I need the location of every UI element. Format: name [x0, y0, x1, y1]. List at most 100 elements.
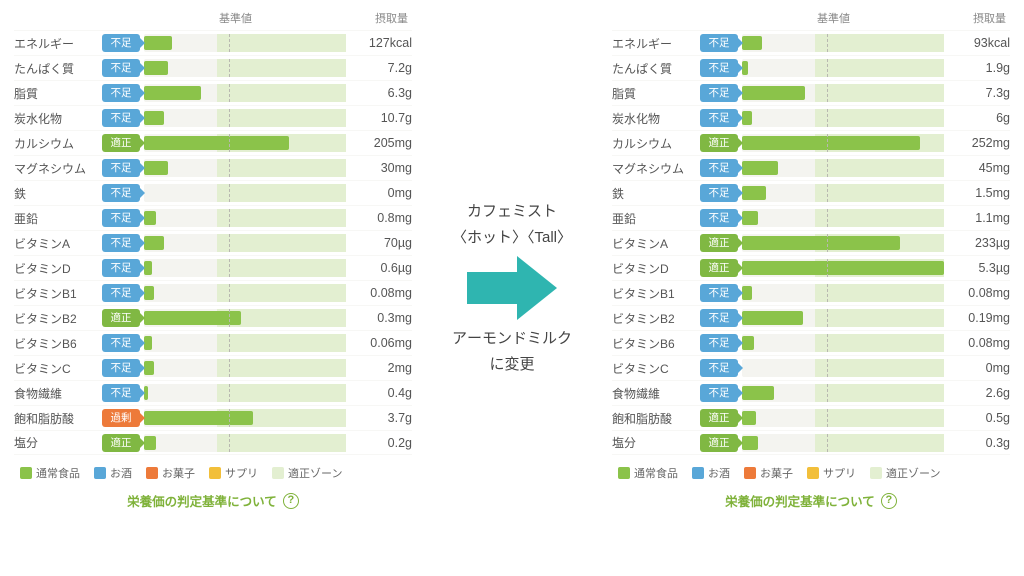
status-badge: 不足 [102, 34, 140, 52]
legend-item: お菓子 [744, 465, 793, 481]
intake-amount: 10.7g [346, 111, 412, 125]
nutrient-name: ビタミンB6 [612, 335, 700, 352]
nutrient-name: カルシウム [14, 135, 102, 152]
intake-amount: 1.1mg [944, 211, 1010, 225]
intake-amount: 127kcal [346, 36, 412, 50]
nutrient-row: 鉄不足0mg [14, 180, 412, 205]
legend-swatch [807, 467, 819, 479]
bar [742, 334, 944, 352]
status-badge: 不足 [102, 184, 140, 202]
legend-label: お菓子 [760, 465, 793, 481]
status-badge: 適正 [102, 309, 140, 327]
legend-item: 適正ゾーン [272, 465, 342, 481]
nutrient-row: 食物繊維不足2.6g [612, 380, 1010, 405]
nutrient-row: ビタミンB6不足0.08mg [612, 330, 1010, 355]
legend-swatch [20, 467, 32, 479]
status-badge: 不足 [700, 284, 738, 302]
legend-item: 適正ゾーン [870, 465, 940, 481]
status-badge: 不足 [700, 359, 738, 377]
left-panel: 基準値 摂取量 エネルギー不足127kcalたんぱく質不足7.2g脂質不足6.3… [0, 0, 426, 576]
bar [144, 309, 346, 327]
legend-label: 適正ゾーン [288, 465, 342, 481]
bar [144, 134, 346, 152]
legend-item: お酒 [692, 465, 730, 481]
status-badge: 不足 [700, 159, 738, 177]
status-badge: 不足 [700, 184, 738, 202]
nutrient-name: ビタミンA [14, 235, 102, 252]
status-badge: 不足 [700, 59, 738, 77]
panel-header: 基準値 摂取量 [14, 10, 412, 30]
header-amount: 摂取量 [973, 10, 1006, 26]
legend-item: 通常食品 [618, 465, 678, 481]
intake-amount: 0mg [944, 361, 1010, 375]
nutrient-name: マグネシウム [14, 160, 102, 177]
legend-swatch [146, 467, 158, 479]
layout: 基準値 摂取量 エネルギー不足127kcalたんぱく質不足7.2g脂質不足6.3… [0, 0, 1024, 576]
bar [742, 284, 944, 302]
legend-item: 通常食品 [20, 465, 80, 481]
legend-label: お酒 [708, 465, 730, 481]
header-ref: 基準値 [817, 10, 850, 26]
status-badge: 不足 [102, 84, 140, 102]
bar [144, 59, 346, 77]
legend-swatch [272, 467, 284, 479]
help-icon: ? [283, 493, 299, 509]
nutrient-row: 亜鉛不足1.1mg [612, 205, 1010, 230]
nutrient-row: ビタミンD不足0.6µg [14, 255, 412, 280]
status-badge: 適正 [700, 134, 738, 152]
nutrient-row: エネルギー不足127kcal [14, 30, 412, 55]
bar [144, 159, 346, 177]
header-amount: 摂取量 [375, 10, 408, 26]
intake-amount: 0.3mg [346, 311, 412, 325]
intake-amount: 0.06mg [346, 336, 412, 350]
legend-label: お菓子 [162, 465, 195, 481]
nutrient-name: ビタミンB1 [612, 285, 700, 302]
legend-swatch [870, 467, 882, 479]
intake-amount: 2mg [346, 361, 412, 375]
intake-amount: 1.9g [944, 61, 1010, 75]
nutrient-name: エネルギー [612, 35, 700, 52]
center-caption-2: アーモンドミルク に変更 [452, 326, 572, 377]
nutrient-row: 飽和脂肪酸過剰3.7g [14, 405, 412, 430]
nutrient-row: ビタミンA不足70µg [14, 230, 412, 255]
legend-label: お酒 [110, 465, 132, 481]
legend-label: サプリ [225, 465, 258, 481]
bar [742, 359, 944, 377]
intake-amount: 93kcal [944, 36, 1010, 50]
legend-swatch [94, 467, 106, 479]
intake-amount: 0.8mg [346, 211, 412, 225]
legend-item: お酒 [94, 465, 132, 481]
bar [742, 109, 944, 127]
panel-header: 基準値 摂取量 [612, 10, 1010, 30]
bar [742, 384, 944, 402]
nutrient-name: カルシウム [612, 135, 700, 152]
nutrient-name: ビタミンB1 [14, 285, 102, 302]
intake-amount: 3.7g [346, 411, 412, 425]
nutrient-name: 鉄 [14, 185, 102, 202]
status-badge: 不足 [102, 359, 140, 377]
nutrient-name: ビタミンC [612, 360, 700, 377]
center-line4: に変更 [452, 352, 572, 378]
nutrient-name: 塩分 [612, 434, 700, 451]
legend-label: 通常食品 [36, 465, 80, 481]
nutrient-row: 塩分適正0.2g [14, 430, 412, 455]
status-badge: 不足 [700, 384, 738, 402]
bar [144, 409, 346, 427]
bar [742, 84, 944, 102]
status-badge: 不足 [102, 384, 140, 402]
intake-amount: 0.3g [944, 436, 1010, 450]
intake-amount: 45mg [944, 161, 1010, 175]
nutrient-row: ビタミンC不足2mg [14, 355, 412, 380]
status-badge: 不足 [700, 84, 738, 102]
criteria-link[interactable]: 栄養価の判定基準について ? [612, 485, 1010, 510]
nutrient-row: ビタミンB2適正0.3mg [14, 305, 412, 330]
nutrient-row: ビタミンB1不足0.08mg [14, 280, 412, 305]
bar [144, 84, 346, 102]
intake-amount: 252mg [944, 136, 1010, 150]
criteria-link[interactable]: 栄養価の判定基準について ? [14, 485, 412, 510]
bar [144, 184, 346, 202]
nutrient-row: 炭水化物不足10.7g [14, 105, 412, 130]
nutrient-name: 炭水化物 [612, 110, 700, 127]
status-badge: 不足 [102, 159, 140, 177]
bar [742, 134, 944, 152]
